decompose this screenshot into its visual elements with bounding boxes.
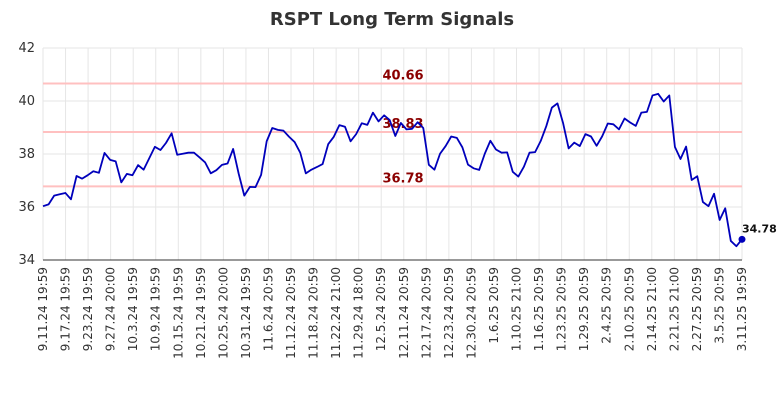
x-tick-label: 11.22.24 21:00 xyxy=(329,267,343,359)
x-tick-label: 10.31.24 19:59 xyxy=(239,267,253,359)
y-tick-label: 34 xyxy=(18,253,35,268)
x-tick-label: 2.4.25 20:59 xyxy=(600,267,614,344)
x-tick-label: 11.6.24 20:59 xyxy=(261,267,275,351)
x-tick-label: 12.17.24 20:59 xyxy=(419,267,433,359)
last-value-point xyxy=(738,235,746,243)
last-value-label: 34.78 xyxy=(742,222,777,235)
x-tick-label: 2.27.25 20:59 xyxy=(690,267,704,351)
x-tick-label: 10.3.24 19:59 xyxy=(126,267,140,351)
x-tick-label: 11.29.24 18:00 xyxy=(352,267,366,359)
y-tick-label: 36 xyxy=(18,200,35,215)
axes: 34 36 38 40 42 9.11.24 19:59 9.17.24 19:59 9.23… xyxy=(18,41,749,359)
y-tick-label: 42 xyxy=(18,41,35,56)
x-tick-label: 2.14.25 21:00 xyxy=(645,267,659,351)
x-tick-label: 9.27.24 20:00 xyxy=(104,267,118,351)
x-tick-label: 10.25.24 20:00 xyxy=(216,267,230,359)
chart-title: RSPT Long Term Signals xyxy=(270,9,514,30)
series-line xyxy=(42,92,743,248)
x-tick-label: 1.16.25 20:59 xyxy=(532,267,546,351)
reference-line-label: 36.78 xyxy=(382,171,423,186)
x-tick-label: 9.17.24 19:59 xyxy=(59,267,73,351)
y-tick-label: 38 xyxy=(18,147,35,162)
x-tick-label: 3.11.25 19:59 xyxy=(735,267,749,351)
x-tick-label: 11.18.24 20:59 xyxy=(307,267,321,359)
x-tick-label: 10.21.24 19:59 xyxy=(194,267,208,359)
x-tick-label: 1.29.25 20:59 xyxy=(577,267,591,351)
x-tick-label: 2.10.25 20:59 xyxy=(622,267,636,351)
x-tick-label: 1.10.25 21:00 xyxy=(510,267,524,351)
x-tick-label: 12.11.24 20:59 xyxy=(397,267,411,359)
series-layer: 34.78 xyxy=(42,92,777,248)
x-tick-label: 10.9.24 19:59 xyxy=(149,267,163,351)
x-tick-label: 9.11.24 19:59 xyxy=(36,267,50,351)
x-tick-label: 12.23.24 20:59 xyxy=(442,267,456,359)
x-tick-label: 10.15.24 19:59 xyxy=(171,267,185,359)
x-tick-label: 1.6.25 20:59 xyxy=(487,267,501,344)
x-tick-label: 9.23.24 19:59 xyxy=(81,267,95,351)
x-tick-label: 12.5.24 20:59 xyxy=(374,267,388,351)
x-tick-label: 11.12.24 20:59 xyxy=(284,267,298,359)
x-tick-label: 3.5.25 20:59 xyxy=(712,267,726,344)
x-tick-label: 2.21.25 21:00 xyxy=(667,267,681,351)
x-tick-label: 12.30.24 20:59 xyxy=(464,267,478,359)
y-tick-label: 40 xyxy=(18,94,35,109)
x-tick-label: 1.23.25 20:59 xyxy=(555,267,569,351)
reference-line-label: 40.66 xyxy=(382,69,423,84)
